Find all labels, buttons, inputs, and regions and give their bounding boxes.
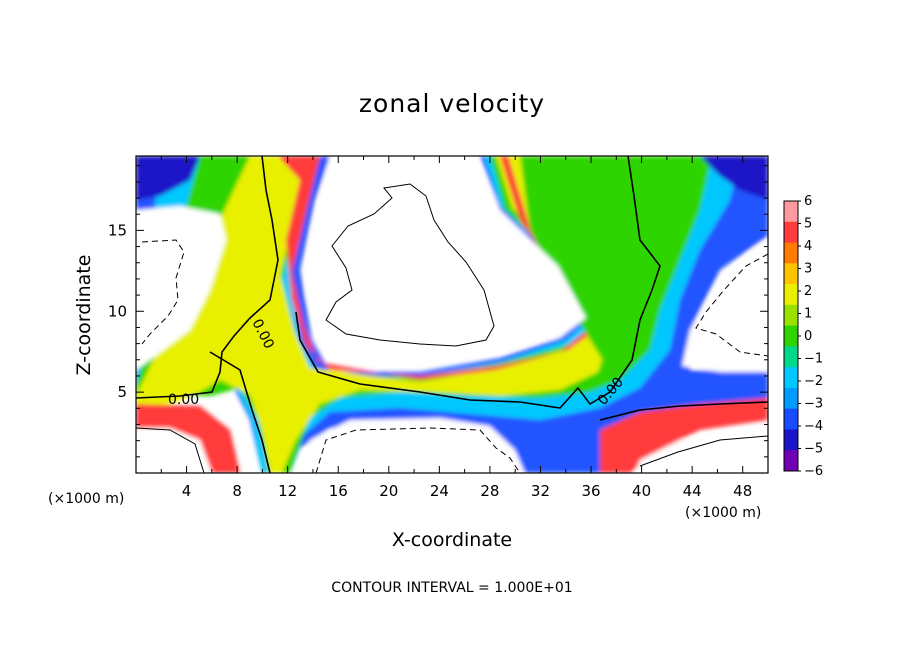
colorbar-label-9: −3	[804, 397, 823, 412]
y-axis-label: Z-coordinate	[73, 255, 95, 376]
colorbar-swatch-5	[784, 304, 798, 327]
colorbar-swatch-1	[784, 221, 798, 244]
field-white-upper-center	[306, 156, 586, 356]
colorbar-label-0: 6	[804, 194, 812, 209]
colorbar-swatch-6	[784, 325, 798, 347]
colorbar-swatch-7	[784, 346, 798, 368]
plot-frame	[135, 155, 769, 474]
contour-bottom-right	[639, 435, 768, 467]
colorbar-swatch-8	[784, 367, 798, 389]
contour-dashed-right	[695, 253, 768, 357]
x-tick-label-1: 8	[232, 482, 242, 500]
contour-bottom-left	[136, 427, 205, 473]
field-violet-top-right	[700, 156, 768, 200]
colorbar: 6 5 4 3 2 1 0 −1 −2 −3 −4 −5 −6	[783, 194, 823, 479]
colorbar-swatch-11	[784, 429, 798, 451]
field-white-bottom-right	[635, 430, 768, 473]
zero-contour-left	[136, 156, 279, 399]
field-lower-right-red	[600, 398, 768, 473]
y-tick-label-0: 5	[117, 383, 127, 401]
contour-upper-blob	[325, 183, 495, 347]
colorbar-swatch-0	[784, 201, 798, 223]
x-tick-label-4: 20	[379, 482, 398, 500]
colorbar-swatch-2	[784, 242, 798, 264]
colorbar-label-1: 5	[804, 217, 812, 232]
x-tick-label-6: 28	[480, 482, 499, 500]
x-tick-label-11: 48	[733, 482, 752, 500]
colorbar-label-8: −2	[804, 374, 823, 389]
x-tick-label-0: 4	[182, 482, 192, 500]
field-white-left	[136, 206, 226, 370]
x-tick-label-9: 40	[632, 482, 651, 500]
zero-contour-lower	[599, 401, 768, 421]
x-tick-label-8: 36	[581, 482, 600, 500]
colorbar-label-12: −6	[804, 464, 823, 479]
colorbar-label-7: −1	[804, 352, 823, 367]
colorbar-swatch-9	[784, 387, 798, 410]
x-tick-label-2: 12	[278, 482, 297, 500]
zero-contour-main	[209, 351, 271, 473]
field-green-plume	[520, 156, 660, 372]
field-yellow-band	[136, 156, 615, 473]
contour-label-left: 0.00	[168, 392, 199, 408]
colorbar-label-3: 3	[804, 262, 812, 277]
x-unit-label-right: (×1000 m)	[685, 505, 761, 521]
contour-lines	[136, 156, 768, 473]
colorbar-swatch-3	[784, 263, 798, 285]
y-tick-label-1: 10	[108, 302, 127, 320]
colorbar-label-4: 2	[804, 284, 812, 299]
field-white-bottom-center	[300, 418, 525, 473]
colorbar-swatch-12	[784, 450, 798, 472]
colorbar-label-5: 1	[804, 307, 812, 322]
contour-dashed-bottom	[315, 427, 521, 473]
colorbar-label-10: −4	[804, 419, 823, 434]
x-tick-label-7: 32	[531, 482, 550, 500]
colorbar-swatch-4	[784, 284, 798, 306]
y-ticks: 5 10 15	[108, 165, 768, 458]
velocity-field	[136, 156, 768, 473]
x-unit-label: (×1000 m)	[48, 491, 124, 507]
zero-contour-center	[295, 156, 661, 409]
colorbar-label-11: −5	[804, 442, 823, 457]
contour-interval-note: CONTOUR INTERVAL = 1.000E+01	[331, 580, 572, 596]
x-axis-label: X-coordinate	[392, 529, 512, 551]
chart-title: zonal velocity	[359, 89, 545, 118]
field-violet-top-left	[136, 156, 200, 200]
x-ticks: 4 8 12 16 20 24 28 32 36 40 44 48	[160, 156, 752, 500]
field-white-right	[682, 240, 768, 372]
colorbar-swatch-10	[784, 408, 798, 430]
field-white-bottom-left	[136, 428, 212, 473]
x-tick-label-5: 24	[430, 482, 449, 500]
y-tick-label-2: 15	[108, 221, 127, 239]
field-red-band	[278, 156, 596, 380]
x-tick-label-3: 16	[329, 482, 348, 500]
colorbar-label-6: 0	[804, 329, 812, 344]
colorbar-label-2: 4	[804, 239, 812, 254]
x-tick-label-10: 44	[683, 482, 702, 500]
